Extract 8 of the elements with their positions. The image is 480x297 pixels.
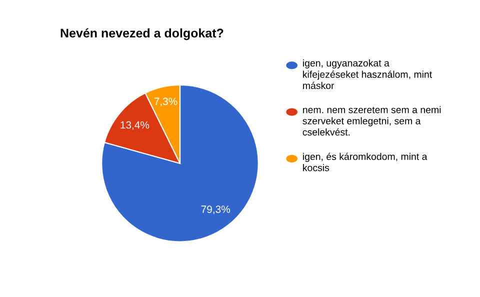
legend-label: igen, és káromkodom, mint a kocsis: [303, 152, 428, 172]
legend-label: igen, ugyanazokat a kifejezéseket használom, mint máskor: [303, 59, 432, 90]
chart-title: Nevén nevezed a dolgokat?: [60, 28, 224, 40]
data-label: 7,3%: [154, 98, 178, 106]
data-label: 79,3%: [201, 206, 230, 214]
data-label: 13,4%: [120, 121, 150, 130]
legend-label: nem. nem szeretem sem a nemi szerveket emlegetni, sem a cselekvést.: [302, 106, 441, 136]
pie-slice: [101, 84, 259, 242]
